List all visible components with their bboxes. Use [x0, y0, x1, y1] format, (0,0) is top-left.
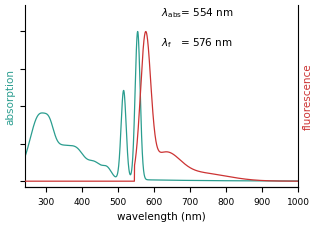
Text: $\lambda_{\mathregular{f}}$   = 576 nm: $\lambda_{\mathregular{f}}$ = 576 nm: [162, 36, 233, 49]
Text: $\lambda_{\mathregular{abs}}$= 554 nm: $\lambda_{\mathregular{abs}}$= 554 nm: [162, 7, 234, 20]
X-axis label: wavelength (nm): wavelength (nm): [117, 212, 206, 222]
Y-axis label: fluorescence: fluorescence: [302, 63, 313, 130]
Y-axis label: absorption: absorption: [5, 69, 16, 124]
